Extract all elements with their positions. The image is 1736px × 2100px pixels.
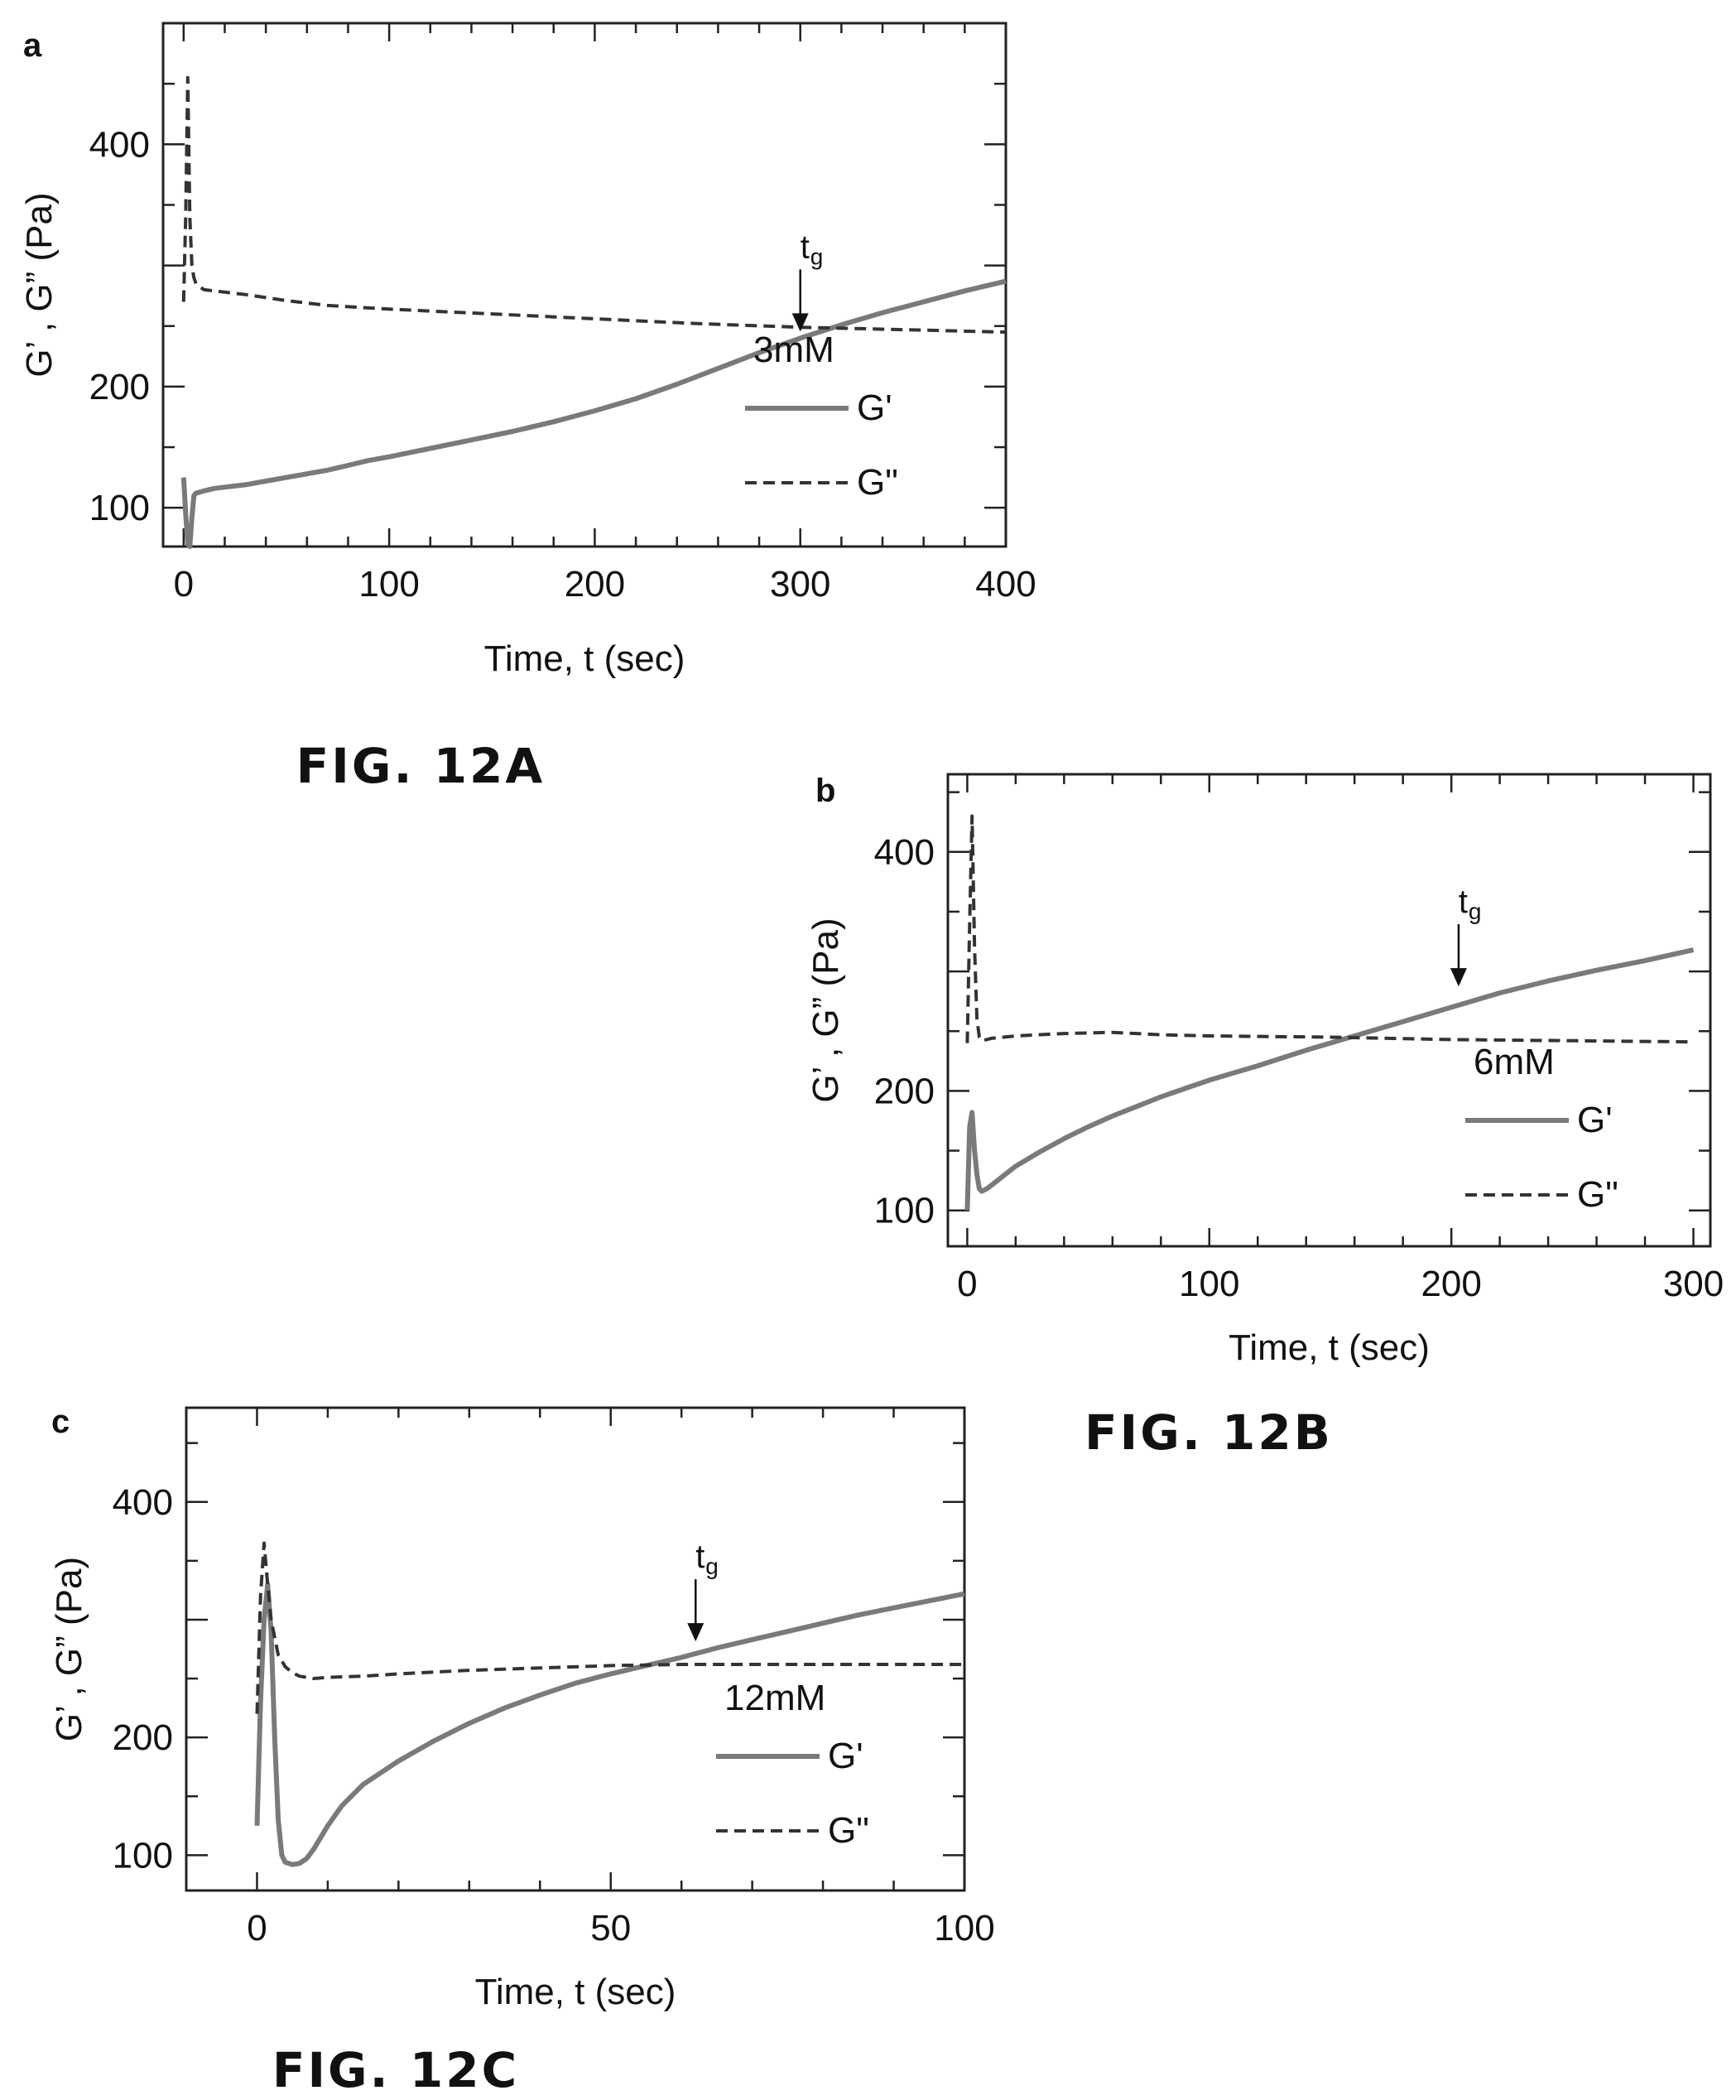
chart-panel-a: 0 100 200 300 400 100 200 400 Time, t (sec) G’ , … bbox=[19, 22, 1036, 794]
legend-title: 3mM bbox=[753, 330, 834, 370]
x-tick-label: 200 bbox=[1421, 1264, 1481, 1304]
series-line-g-double-prime bbox=[255, 1541, 964, 1714]
x-tick-label: 0 bbox=[247, 1908, 267, 1948]
gel-point-label-subscript: g bbox=[1469, 898, 1482, 924]
series-line-g-double-prime bbox=[181, 75, 1007, 335]
x-tick-label: 100 bbox=[1179, 1264, 1239, 1304]
legend-entry-label: G" bbox=[1577, 1174, 1618, 1215]
series-line-g-prime bbox=[180, 278, 1007, 549]
gel-point-label-subscript: g bbox=[705, 1553, 719, 1579]
legend-entry-label: G' bbox=[1577, 1100, 1613, 1140]
x-tick-label: 400 bbox=[975, 564, 1036, 604]
x-axis-title: Time, t (sec) bbox=[484, 638, 685, 679]
series-line-g-prime bbox=[964, 947, 1695, 1211]
gel-point-arrowhead bbox=[1450, 968, 1467, 987]
x-tick-label: 50 bbox=[590, 1908, 631, 1948]
y-tick-label: 400 bbox=[113, 1482, 173, 1523]
gel-point-label: t bbox=[695, 1539, 704, 1575]
figure-caption: FIG. 12C bbox=[272, 2042, 519, 2098]
gel-point-label-subscript: g bbox=[810, 243, 824, 269]
gel-point-label: t bbox=[1459, 884, 1468, 920]
y-axis-title: G’ , G” (Pa) bbox=[49, 1557, 89, 1741]
legend-entry-label: G" bbox=[828, 1810, 869, 1851]
x-tick-label: 100 bbox=[934, 1908, 994, 1948]
y-tick-label: 200 bbox=[89, 367, 150, 407]
legend-entry-label: G' bbox=[857, 388, 892, 428]
y-tick-label: 400 bbox=[874, 832, 935, 873]
gel-point-arrowhead bbox=[687, 1623, 704, 1642]
figure-caption: FIG. 12B bbox=[1084, 1404, 1333, 1461]
x-tick-label: 300 bbox=[770, 564, 830, 604]
plot-frame bbox=[946, 773, 1712, 1248]
plot-frame bbox=[185, 1406, 966, 1892]
y-tick-label: 100 bbox=[874, 1191, 935, 1231]
y-tick-label: 100 bbox=[89, 488, 150, 528]
series-line-g-prime bbox=[254, 1582, 965, 1867]
legend-title: 12mM bbox=[724, 1678, 825, 1718]
panel-letter: c bbox=[51, 1404, 70, 1440]
y-tick-label: 400 bbox=[89, 124, 150, 165]
x-tick-label: 0 bbox=[957, 1264, 977, 1304]
y-tick-label: 200 bbox=[113, 1717, 173, 1758]
chart-panel-c: 0 50 100 100 200 400 Time, t (sec) G’ , G” (Pa)… bbox=[49, 1404, 995, 2098]
y-axis-title: G’ , G” (Pa) bbox=[805, 918, 846, 1102]
y-tick-label: 200 bbox=[874, 1071, 935, 1111]
x-tick-label: 300 bbox=[1663, 1264, 1724, 1304]
x-axis-title: Time, t (sec) bbox=[1229, 1327, 1430, 1368]
figure-caption: FIG. 12A bbox=[296, 738, 546, 794]
chart-panel-b: 0 100 200 300 100 200 400 Time, t (sec) G’ , G” … bbox=[805, 773, 1724, 1461]
legend-entry-label: G' bbox=[828, 1736, 863, 1776]
x-tick-label: 0 bbox=[174, 564, 194, 604]
series-line-g-double-prime bbox=[965, 814, 1694, 1044]
panel-letter: a bbox=[23, 27, 42, 64]
x-tick-label: 200 bbox=[565, 564, 625, 604]
y-axis-title: G’ , G” (Pa) bbox=[19, 192, 60, 377]
x-tick-label: 100 bbox=[358, 564, 419, 604]
gel-point-label: t bbox=[801, 229, 810, 265]
x-axis-title: Time, t (sec) bbox=[475, 1972, 676, 2012]
legend-entry-label: G" bbox=[857, 462, 898, 503]
y-tick-label: 100 bbox=[113, 1835, 173, 1876]
panel-letter: b bbox=[815, 773, 835, 809]
gel-point-arrowhead bbox=[791, 313, 809, 332]
plot-frame bbox=[161, 22, 1007, 548]
legend-title: 6mM bbox=[1474, 1042, 1555, 1082]
